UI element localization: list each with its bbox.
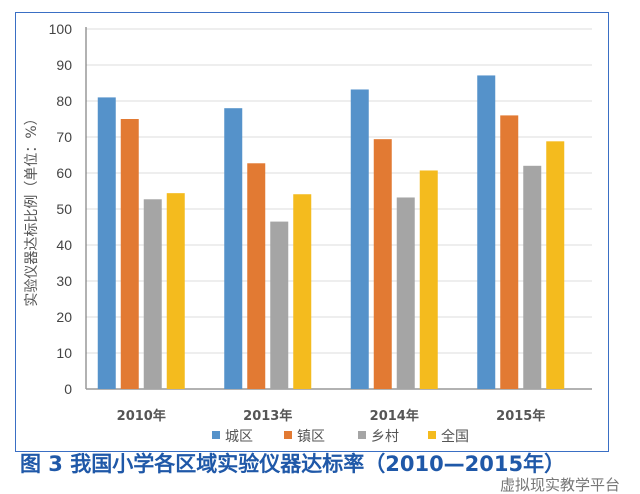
- x-tick-label: 2014年: [370, 408, 419, 424]
- bar-城区-2014年: [350, 89, 369, 389]
- y-tick-label: 60: [56, 165, 72, 181]
- x-tick-label: 2013年: [243, 408, 292, 424]
- legend-label: 全国: [441, 428, 469, 445]
- legend-label: 乡村: [371, 429, 399, 445]
- bar-乡村-2015年: [523, 165, 542, 389]
- bar-乡村-2010年: [143, 199, 162, 389]
- bar-城区-2013年: [224, 108, 243, 389]
- legend-swatch: [428, 431, 436, 439]
- legend-swatch: [358, 431, 366, 439]
- bar-城区-2010年: [97, 97, 116, 390]
- watermark: 虚拟现实教学平台: [499, 476, 620, 494]
- x-tick-label: 2010年: [117, 408, 166, 424]
- y-tick-label: 30: [56, 273, 72, 289]
- y-tick-label: 70: [56, 129, 72, 145]
- y-tick-label: 90: [56, 57, 72, 73]
- bar-镇区-2013年: [247, 163, 266, 389]
- y-tick-label: 100: [49, 21, 73, 37]
- figure-caption: 图 3 我国小学各区域实验仪器达标率（2010—2015年）: [20, 452, 566, 476]
- bar-镇区-2015年: [500, 115, 519, 390]
- chart-frame: [15, 12, 609, 452]
- bar-镇区-2010年: [120, 119, 139, 389]
- legend-label: 镇区: [297, 429, 325, 445]
- bar-乡村-2014年: [396, 197, 415, 389]
- y-axis-label: 实验仪器达标比例（单位：%）: [24, 111, 40, 306]
- legend-swatch: [284, 431, 292, 439]
- bar-全国-2015年: [546, 141, 565, 389]
- bar-全国-2010年: [166, 193, 185, 389]
- bar-全国-2014年: [419, 170, 438, 389]
- legend-label: 城区: [225, 429, 253, 445]
- y-tick-label: 20: [56, 309, 72, 325]
- x-tick-label: 2015年: [496, 408, 545, 424]
- y-tick-label: 40: [56, 237, 72, 253]
- y-tick-label: 50: [56, 201, 72, 217]
- legend-swatch: [212, 431, 220, 439]
- bar-镇区-2014年: [373, 139, 392, 389]
- bar-城区-2015年: [477, 75, 496, 389]
- bar-全国-2013年: [293, 194, 312, 389]
- y-tick-label: 0: [64, 381, 72, 397]
- bar-乡村-2013年: [270, 221, 289, 389]
- y-tick-label: 10: [56, 345, 72, 361]
- y-tick-label: 80: [56, 93, 72, 109]
